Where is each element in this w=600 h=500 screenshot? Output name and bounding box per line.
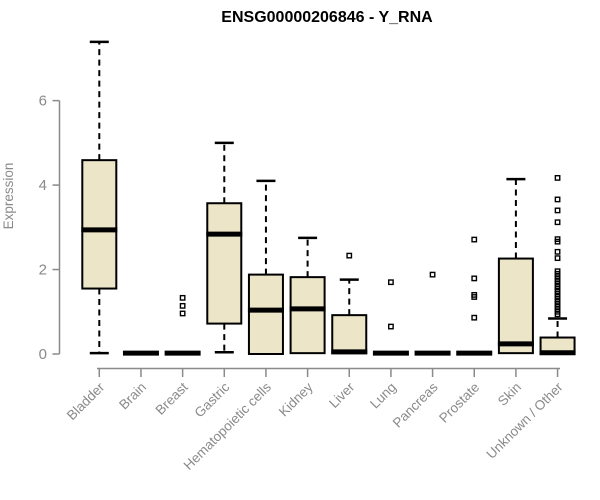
outlier-point [471, 314, 478, 321]
outlier-point [471, 294, 478, 300]
box-kidney [289, 236, 326, 355]
outlier-point [554, 175, 561, 181]
outlier-point [554, 219, 561, 226]
outlier-point [471, 236, 478, 243]
iqr-box [247, 273, 284, 356]
outlier-point [554, 248, 561, 255]
outlier-point [554, 207, 561, 214]
box-skin [497, 177, 534, 355]
box-unknown-other [539, 175, 576, 356]
iqr-box [331, 314, 368, 355]
x-tick-label: Lung [367, 380, 399, 412]
x-tick-label: Gastric [192, 379, 233, 420]
y-tick-label: 2 [39, 262, 47, 279]
y-axis-label: Expression [1, 163, 16, 230]
outlier-point [388, 279, 394, 286]
iqr-box [289, 276, 326, 355]
outlier-point [346, 252, 353, 259]
box-bladder [81, 40, 118, 355]
box-breast [164, 294, 201, 356]
x-tick-label: Kidney [276, 379, 316, 419]
box-liver [331, 252, 368, 355]
y-tick-label: 4 [39, 177, 47, 194]
outlier-point [429, 271, 436, 278]
y-tick-label: 0 [39, 346, 47, 363]
x-tick-label: Brain [116, 380, 149, 413]
outlier-point [179, 294, 186, 301]
outlier-point [554, 196, 561, 203]
x-tick-label: Skin [495, 380, 524, 409]
outlier-point [554, 238, 561, 245]
box-lung [372, 279, 409, 356]
outlier-point [471, 275, 478, 282]
outlier-point [179, 310, 186, 317]
iqr-box [81, 159, 118, 290]
outlier-point [554, 311, 561, 318]
outlier-point [388, 323, 394, 330]
x-tick-label: Pancreas [390, 379, 441, 430]
box-series [81, 40, 576, 356]
x-tick-label: Liver [326, 379, 358, 411]
box-prostate [456, 236, 493, 356]
iqr-box [497, 257, 534, 355]
chart-title: ENSG00000206846 - Y_RNA [221, 9, 433, 26]
x-tick-label: Breast [153, 379, 191, 417]
x-tick-label: Bladder [64, 379, 108, 423]
iqr-box [206, 202, 243, 325]
y-tick-label: 6 [39, 93, 47, 110]
outlier-point [179, 302, 186, 309]
box-pancreas [414, 271, 451, 356]
box-hematopoietic-cells [247, 179, 284, 356]
outlier-point [554, 255, 561, 262]
x-tick-label: Prostate [436, 380, 482, 426]
box-gastric [206, 141, 243, 354]
x-tick-label: Unknown / Other [483, 379, 566, 462]
